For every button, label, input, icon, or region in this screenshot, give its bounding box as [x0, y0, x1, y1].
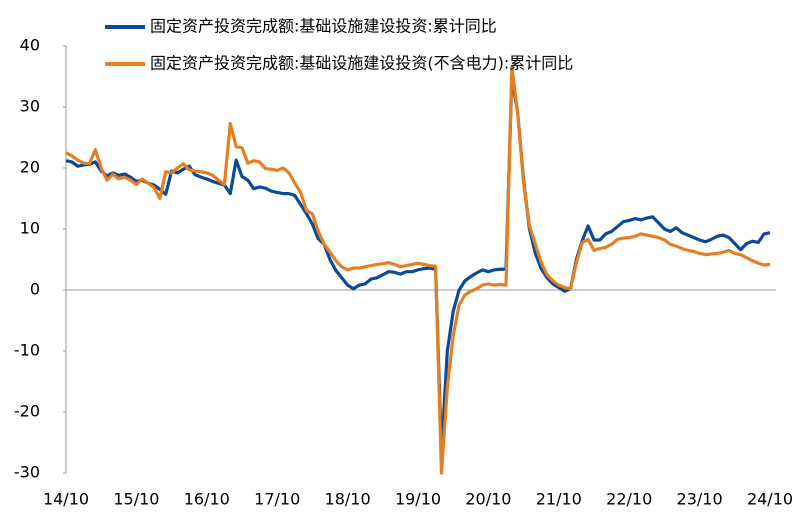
x-tick-label: 16/10 — [184, 490, 230, 509]
y-tick-label: 0 — [30, 280, 40, 299]
x-tick-label: 22/10 — [606, 490, 652, 509]
y-tick-label: 20 — [20, 158, 40, 177]
legend-label: 固定资产投资完成额:基础设施建设投资(不含电力):累计同比 — [150, 54, 573, 73]
y-tick-label: 10 — [20, 219, 40, 238]
x-tick-label: 19/10 — [395, 490, 441, 509]
y-tick-label: -30 — [14, 463, 40, 482]
x-tick-label: 23/10 — [677, 490, 723, 509]
x-tick-label: 24/10 — [747, 490, 793, 509]
line-series — [65, 74, 771, 454]
x-tick-label: 14/10 — [43, 490, 89, 509]
legend-label: 固定资产投资完成额:基础设施建设投资:累计同比 — [150, 17, 497, 36]
x-tick-label: 18/10 — [325, 490, 371, 509]
y-tick-label: 40 — [20, 36, 40, 55]
x-tick-label: 21/10 — [536, 490, 582, 509]
line-series — [65, 65, 771, 475]
x-tick-label: 20/10 — [465, 490, 511, 509]
x-tick-label: 17/10 — [254, 490, 300, 509]
y-tick-label: 30 — [20, 97, 40, 116]
y-tick-label: -10 — [14, 341, 40, 360]
y-tick-label: -20 — [14, 402, 40, 421]
x-tick-label: 15/10 — [113, 490, 159, 509]
